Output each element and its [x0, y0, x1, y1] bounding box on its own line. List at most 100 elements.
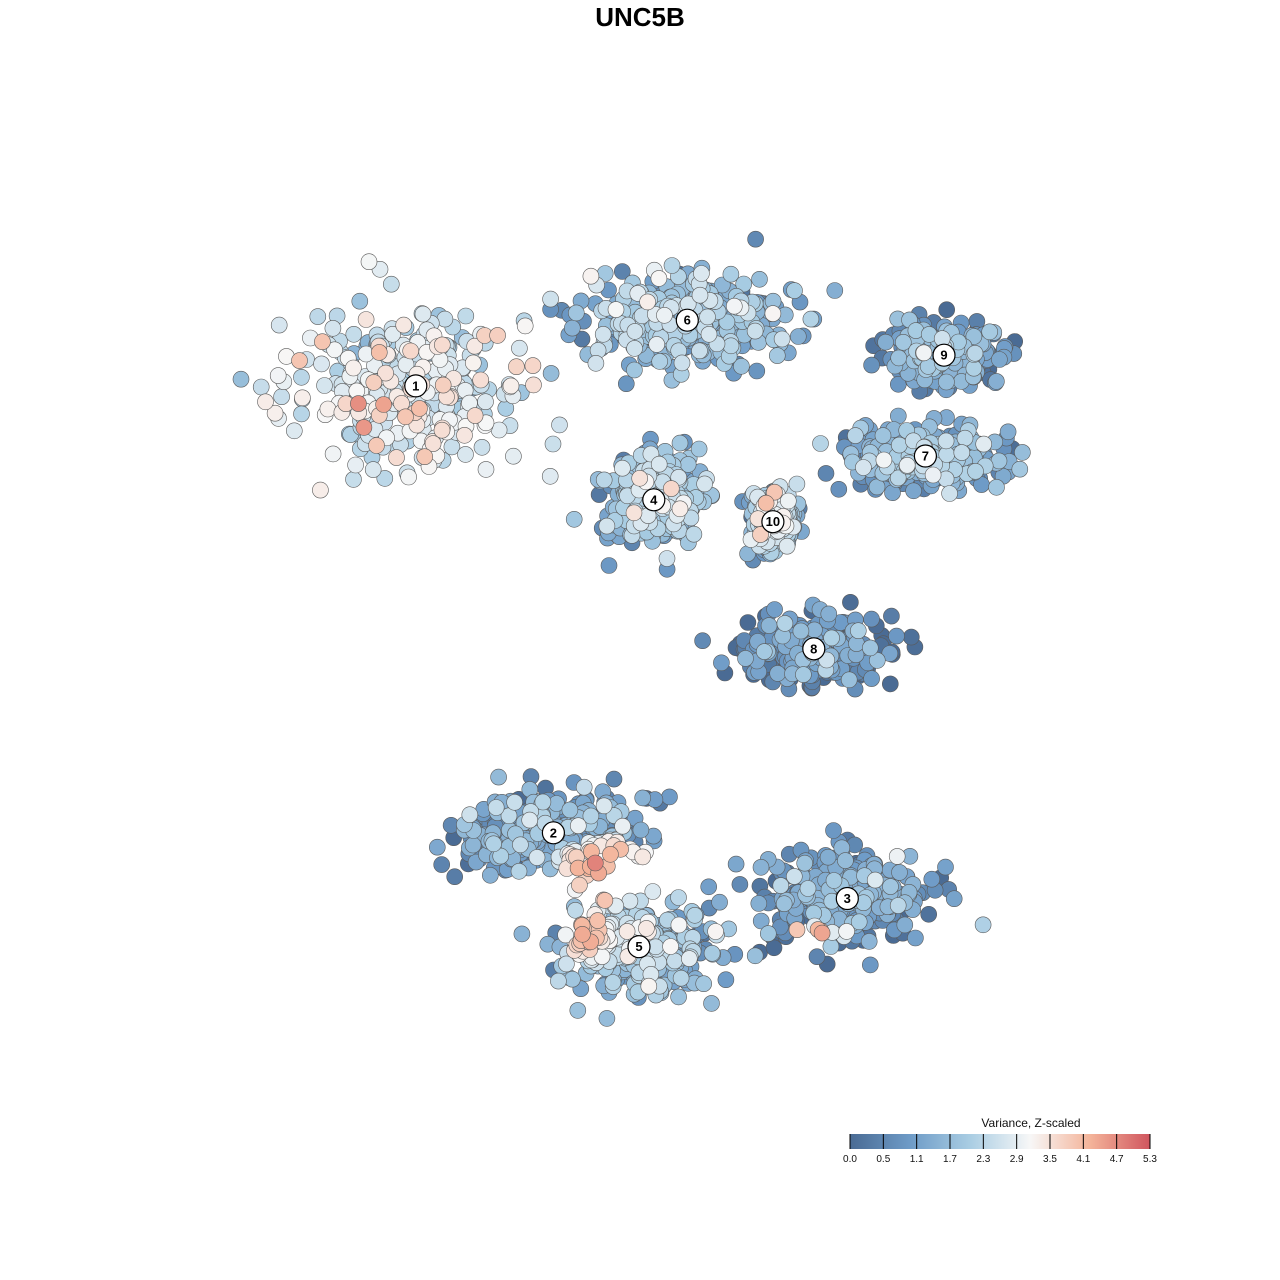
- cell-point: [446, 868, 464, 886]
- colorbar-tick-label: 2.3: [976, 1154, 990, 1165]
- colorbar-legend: Variance, Z-scaled 0.0 0.5 1.1 1.7 2.3 2.9 3.5…: [843, 1116, 1157, 1165]
- cluster-label-8: 8: [802, 637, 826, 661]
- cluster-label-7: 7: [913, 444, 938, 468]
- cell-point: [765, 939, 783, 957]
- cell-point: [691, 342, 708, 360]
- cell-point: [658, 550, 676, 567]
- cluster-label-5: 5: [627, 935, 651, 959]
- cell-point: [564, 970, 581, 988]
- cell-point: [617, 375, 635, 393]
- cell-point: [686, 906, 704, 924]
- cell-point: [561, 801, 579, 819]
- cell-point: [487, 799, 505, 816]
- cell-point: [905, 482, 922, 500]
- cell-point: [825, 872, 843, 889]
- cell-point: [699, 308, 716, 326]
- cell-point: [513, 925, 531, 943]
- cluster-label-text: 2: [550, 825, 557, 840]
- cell-point: [819, 848, 837, 866]
- cell-point: [685, 525, 703, 543]
- cell-point: [313, 355, 330, 373]
- cell-point: [975, 435, 993, 453]
- cell-point: [351, 292, 369, 310]
- cluster-label-text: 3: [844, 891, 851, 906]
- cell-point: [350, 395, 367, 412]
- cluster-label-text: 10: [766, 514, 780, 529]
- cell-point: [888, 627, 905, 645]
- cluster-label-text: 9: [940, 348, 947, 363]
- cell-point: [464, 354, 482, 372]
- cell-point: [618, 923, 636, 940]
- cluster-label-1: 1: [404, 374, 428, 398]
- cell-point: [896, 916, 914, 934]
- cell-point: [696, 475, 713, 493]
- colorbar-tick-label: 1.7: [943, 1154, 957, 1165]
- colorbar-tick-label: 0.5: [876, 1154, 890, 1165]
- cell-point: [662, 938, 679, 955]
- cell-point: [294, 389, 311, 407]
- cell-point: [725, 297, 743, 315]
- cell-point: [402, 342, 420, 360]
- cluster-label-badge: [627, 935, 651, 959]
- cluster-label-badge: [541, 821, 566, 845]
- cell-point: [700, 325, 718, 343]
- cell-point: [569, 817, 587, 835]
- cell-point: [799, 880, 817, 897]
- cluster-label-text: 7: [922, 449, 929, 464]
- cell-point: [981, 323, 999, 341]
- cell-point: [542, 365, 560, 382]
- cell-point: [598, 1010, 616, 1027]
- cell-point: [567, 901, 584, 919]
- cell-point: [752, 912, 770, 930]
- cell-point: [266, 404, 284, 422]
- cell-point: [595, 471, 613, 489]
- cell-point: [739, 614, 757, 631]
- cell-point: [614, 817, 631, 835]
- cluster-label-6: 6: [675, 308, 699, 332]
- cell-point: [270, 316, 288, 334]
- cell-point: [345, 359, 362, 377]
- cell-point: [316, 377, 333, 394]
- cell-point: [670, 988, 687, 1006]
- cell-point: [838, 923, 855, 940]
- cell-point: [847, 427, 864, 444]
- cell-point: [595, 797, 613, 815]
- cluster-label-2: 2: [541, 821, 566, 845]
- cell-point: [907, 929, 924, 947]
- cell-point: [571, 876, 588, 894]
- cell-point: [735, 275, 753, 293]
- cell-point: [569, 1002, 587, 1019]
- cell-point: [875, 451, 893, 469]
- cell-point: [965, 328, 983, 345]
- cell-point: [779, 492, 797, 510]
- cell-point: [666, 952, 684, 970]
- cell-point: [891, 864, 908, 881]
- cell-point: [837, 852, 854, 869]
- cell-point: [842, 593, 859, 611]
- cell-point: [956, 429, 974, 447]
- cell-point: [492, 847, 510, 865]
- cell-point: [600, 557, 618, 574]
- cell-point: [945, 890, 963, 908]
- cell-point: [648, 336, 666, 353]
- cell-point: [544, 435, 562, 453]
- cell-point: [388, 449, 405, 466]
- cell-point: [291, 352, 308, 369]
- cell-point: [923, 870, 941, 888]
- cell-point: [416, 448, 434, 466]
- cell-point: [812, 435, 829, 452]
- cell-point: [466, 407, 484, 424]
- cell-point: [376, 470, 394, 487]
- cell-point: [640, 977, 658, 995]
- cell-point: [796, 854, 814, 872]
- cell-point: [680, 950, 698, 967]
- cell-point: [614, 459, 631, 477]
- cell-point: [357, 311, 375, 328]
- cell-point: [860, 933, 878, 950]
- cell-point: [849, 622, 867, 640]
- cell-point: [786, 282, 803, 299]
- cell-point: [355, 419, 373, 436]
- cell-point: [941, 485, 958, 502]
- cell-point: [866, 871, 884, 889]
- colorbar-tick-label: 5.3: [1143, 1154, 1157, 1165]
